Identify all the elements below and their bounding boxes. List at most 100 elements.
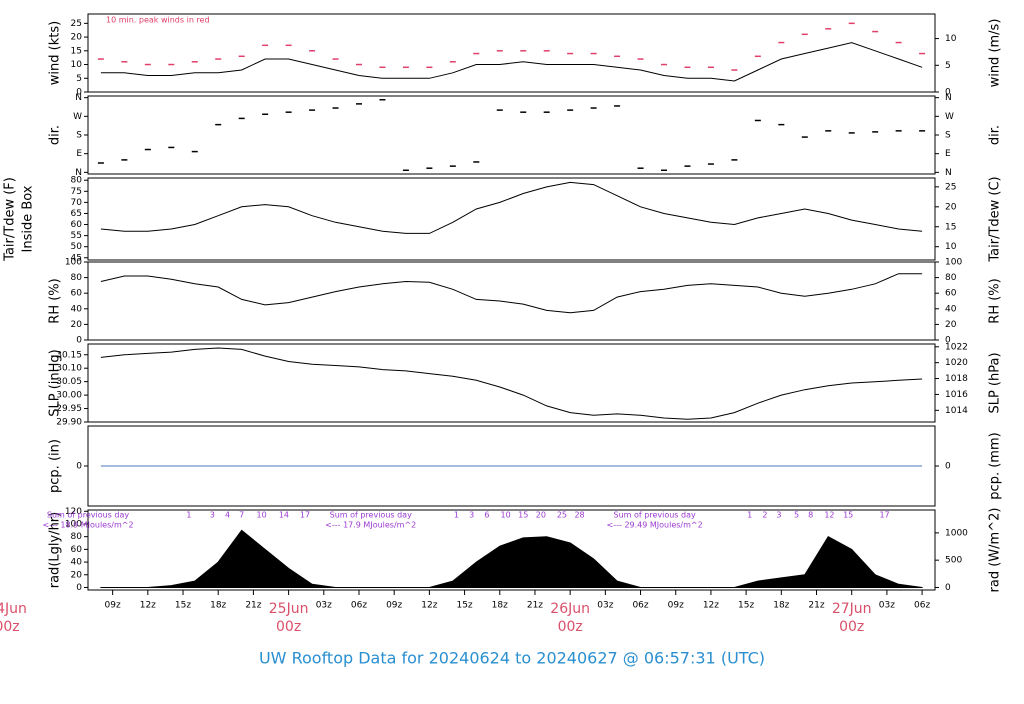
y-tick-label: 50 <box>71 242 83 252</box>
y2-axis-label: Tair/Tdew (C) <box>988 176 1003 262</box>
y-tick-label: 25 <box>71 19 82 29</box>
y-axis-label: dir. <box>48 125 63 145</box>
top-label: 1 <box>747 511 752 520</box>
top-label: 4 <box>225 511 230 520</box>
x-tick-label: 12z <box>140 601 156 611</box>
y-tick-label: 60 <box>71 545 83 555</box>
top-label: 28 <box>574 511 584 520</box>
top-label: 17 <box>879 511 889 520</box>
y-tick-label: 80 <box>71 532 83 542</box>
y2-tick-label: 80 <box>945 273 957 283</box>
top-label: 3 <box>210 511 215 520</box>
y2-axis-label: pcp. (mm) <box>988 432 1003 499</box>
y2-tick-label: 10 <box>945 34 957 44</box>
y-tick-label: 20 <box>71 320 83 330</box>
x-tick-label: 12z <box>703 601 719 611</box>
y-tick-label: N <box>75 168 82 178</box>
top-label: 3 <box>776 511 781 520</box>
y2-axis-label: dir. <box>988 125 1003 145</box>
x-tick-label: 21z <box>245 601 261 611</box>
y-axis-label: SLP (inHg) <box>48 349 63 417</box>
y-tick-label: 10 <box>71 60 83 70</box>
x-tick-label: 21z <box>808 601 824 611</box>
x-tick-label: 18z <box>210 601 226 611</box>
y-tick-label: 0 <box>76 462 82 472</box>
y-tick-label: 30.00 <box>56 391 82 401</box>
annotation: Sum of previous day <box>47 511 129 520</box>
y-tick-label: 29.90 <box>56 418 82 428</box>
y2-tick-label: 20 <box>945 320 957 330</box>
data-line <box>100 181 923 234</box>
y2-axis-label: SLP (hPa) <box>988 352 1003 413</box>
y-tick-label: 0 <box>76 88 82 98</box>
x-tick-label: 12z <box>421 601 437 611</box>
y-tick-label: N <box>75 93 82 103</box>
y-tick-label: 20 <box>71 570 83 580</box>
y2-tick-label: 100 <box>945 258 962 268</box>
top-label: 10 <box>501 511 511 520</box>
top-label: 6 <box>484 511 489 520</box>
day-hour-label: 00z <box>276 619 301 635</box>
y-tick-label: 40 <box>71 558 83 568</box>
x-tick-label: 15z <box>456 601 472 611</box>
x-tick-label: 18z <box>492 601 508 611</box>
y-tick-label: W <box>73 112 82 122</box>
top-label: 7 <box>239 511 244 520</box>
annotation: Sum of previous day <box>330 511 412 520</box>
panel-frame <box>87 177 936 261</box>
y2-tick-label: 1016 <box>945 390 968 400</box>
y-tick-label: 60 <box>71 289 83 299</box>
y2-tick-label: 1020 <box>945 358 968 368</box>
y-tick-label: 20 <box>71 33 83 43</box>
y-tick-label: 30.10 <box>56 364 82 374</box>
y-axis-label: rad(Lgly/hr) <box>48 512 63 588</box>
top-label: 15 <box>518 511 528 520</box>
top-label: 12 <box>824 511 834 520</box>
y2-tick-label: 1014 <box>945 406 968 416</box>
y-tick-label: 80 <box>71 176 83 186</box>
x-tick-label: 09z <box>105 601 121 611</box>
annotation: <--- 17.9 MJoules/m^2 <box>325 521 416 530</box>
day-hour-label: 00z <box>0 619 20 635</box>
x-tick-label: 06z <box>351 601 367 611</box>
top-label: 3 <box>469 511 474 520</box>
y-tick-label: 100 <box>65 258 82 268</box>
y2-tick-label: W <box>945 112 954 122</box>
annotation: <--- 29.49 MJoules/m^2 <box>607 521 703 530</box>
data-line <box>100 42 923 82</box>
y2-tick-label: 25 <box>945 182 956 192</box>
y2-tick-label: 0 <box>945 462 951 472</box>
annotation: <--- 18.9 MJoules/m^2 <box>42 521 133 530</box>
y2-tick-label: 20 <box>945 202 957 212</box>
data-area <box>100 529 923 589</box>
y-tick-label: 55 <box>71 231 82 241</box>
y-tick-label: 30.05 <box>56 377 82 387</box>
annotation: Sum of previous day <box>614 511 696 520</box>
x-tick-label: 06z <box>632 601 648 611</box>
y-tick-label: 80 <box>71 273 83 283</box>
y2-tick-label: 1000 <box>945 528 968 538</box>
x-tick-label: 03z <box>879 601 895 611</box>
top-label: 17 <box>300 511 310 520</box>
y-axis-label: RH (%) <box>48 278 63 323</box>
panel-note: 10 min. peak winds in red <box>106 16 210 25</box>
chart-title: UW Rooftop Data for 20240624 to 20240627… <box>259 649 765 668</box>
y-tick-label: 65 <box>71 209 82 219</box>
y-tick-label: 60 <box>71 220 83 230</box>
data-line <box>100 347 923 420</box>
y2-tick-label: E <box>945 149 951 159</box>
y-axis-label: Inside Box <box>21 185 36 252</box>
y-tick-label: E <box>76 149 82 159</box>
top-label: 10 <box>257 511 267 520</box>
top-label: 25 <box>557 511 567 520</box>
y2-tick-label: 60 <box>945 289 957 299</box>
y-tick-label: 120 <box>65 507 82 517</box>
panel-frame <box>87 509 936 591</box>
y2-tick-label: 5 <box>945 61 951 71</box>
y-axis-label: wind (kts) <box>48 21 63 85</box>
x-tick-label: 09z <box>668 601 684 611</box>
y2-tick-label: 1018 <box>945 374 968 384</box>
y2-axis-label: wind (m/s) <box>988 19 1003 88</box>
y-tick-label: 5 <box>76 74 82 84</box>
